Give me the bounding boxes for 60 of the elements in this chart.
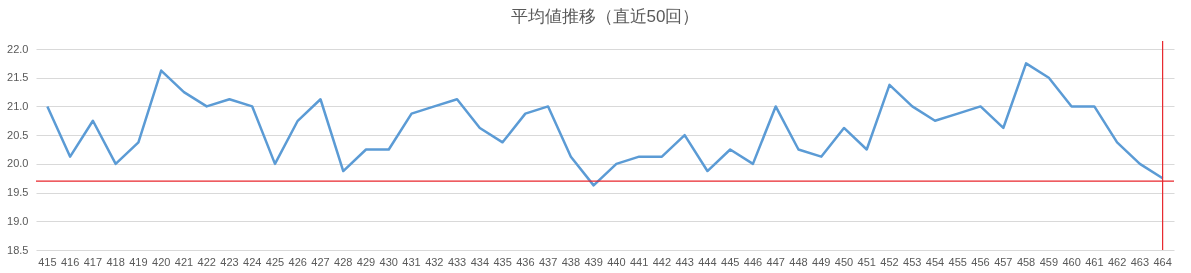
x-tick-label: 458 [1016,255,1036,268]
x-tick-label: 445 [721,255,740,268]
x-tick-label: 431 [402,255,421,268]
x-tick-label: 447 [766,255,785,268]
y-tick-label: 20.5 [7,128,29,141]
x-tick-label: 433 [447,255,467,268]
x-tick-label: 461 [1085,255,1104,268]
y-tick-label: 20.0 [7,157,29,170]
y-tick-label: 21.0 [7,99,29,112]
x-tick-label: 454 [925,255,945,268]
y-tick-label: 18.5 [7,243,29,256]
x-tick-label: 420 [152,255,171,268]
x-tick-label: 424 [243,255,262,268]
y-tick-label: 19.0 [7,214,29,227]
x-tick-label: 439 [584,255,603,268]
x-tick-label: 449 [812,255,831,268]
x-tick-label: 455 [948,255,967,268]
y-tick-label: 22.0 [7,42,29,55]
y-tick-label: 21.5 [7,71,29,84]
x-tick-label: 460 [1062,255,1081,268]
x-tick-label: 463 [1130,255,1150,268]
x-tick-label: 429 [356,255,376,268]
x-tick-label: 426 [288,255,307,268]
x-tick-label: 456 [971,255,990,268]
x-tick-label: 459 [1039,255,1058,268]
line-series [46,62,1164,187]
x-tick-label: 444 [698,255,717,268]
x-tick-label: 422 [197,255,216,268]
x-tick-label: 452 [880,255,899,268]
x-tick-label: 451 [857,255,876,268]
x-tick-label: 415 [38,255,57,268]
x-tick-label: 434 [470,255,489,268]
x-tick-label: 438 [561,255,581,268]
x-tick-label: 462 [1107,255,1127,268]
x-tick-label: 418 [106,255,125,268]
x-tick-label: 441 [629,255,649,268]
x-tick-label: 423 [220,255,239,268]
x-tick-label: 435 [493,255,512,268]
x-tick-label: 436 [516,255,535,268]
x-tick-label: 437 [538,255,558,268]
x-tick-label: 440 [607,255,626,268]
x-tick-label: 427 [311,255,330,268]
y-tick-label: 19.5 [7,186,29,199]
x-tick-label: 421 [174,255,194,268]
x-tick-label: 416 [60,255,80,268]
x-tick-label: 448 [789,255,808,268]
x-tick-label: 432 [425,255,444,268]
x-tick-label: 419 [129,255,148,268]
chart-title: 平均値推移（直近50回） [510,7,700,27]
x-tick-label: 457 [994,255,1013,268]
x-tick-label: 453 [903,255,922,268]
x-tick-label: 430 [379,255,398,268]
x-tick-label: 446 [743,255,763,268]
x-tick-label: 417 [83,255,103,268]
x-tick-label: 442 [652,255,672,268]
x-tick-label: 428 [334,255,353,268]
x-tick-label: 425 [265,255,285,268]
x-tick-label: 450 [834,255,854,268]
x-tick-label: 464 [1153,255,1172,268]
x-tick-label: 443 [675,255,694,268]
